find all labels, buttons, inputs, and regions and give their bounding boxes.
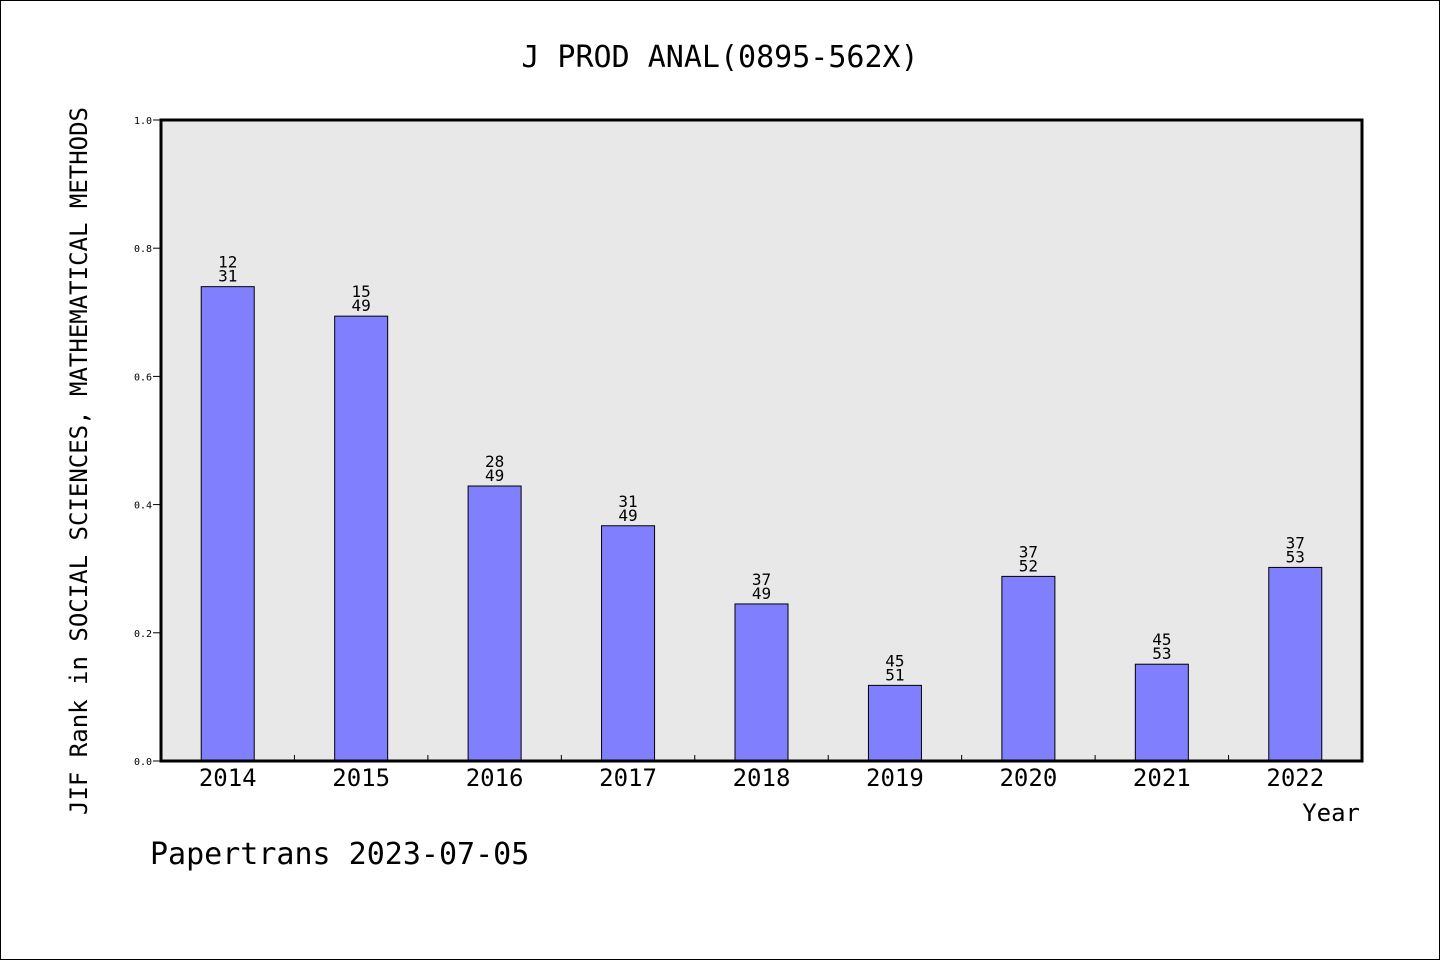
bar-label-rank: 37 (1019, 542, 1038, 561)
y-tick-label: 0.8 (134, 244, 152, 255)
bar-label-rank: 15 (352, 282, 371, 301)
bar-2015 (334, 315, 389, 762)
x-tick-label: 2018 (733, 764, 791, 792)
bar-label-rank: 37 (1286, 533, 1305, 552)
bar-2021 (1134, 663, 1189, 762)
x-tick-label: 2014 (199, 764, 257, 792)
bar-2014 (200, 286, 255, 762)
bar-2016 (467, 485, 522, 762)
bar-label-rank: 12 (218, 253, 237, 272)
x-axis-label: Year (1302, 799, 1360, 827)
x-axis: 2014 2015 2016 2017 2018 2019 2020 2021 2022 (199, 755, 1324, 792)
bar-2020 (1001, 575, 1056, 762)
plot-border (159, 118, 1364, 763)
bar-2018 (734, 603, 789, 762)
y-axis: 0.0 0.2 0.4 0.6 0.8 1.0 (134, 116, 161, 768)
bar-label-total: 52 (1019, 556, 1038, 575)
bar-label-total: 49 (618, 506, 637, 525)
x-tick-label: 2019 (866, 764, 924, 792)
y-axis-label: JIF Rank in SOCIAL SCIENCES, MATHEMATICA… (65, 107, 93, 815)
y-tick-label: 0.4 (134, 501, 152, 512)
x-tick-label: 2021 (1133, 764, 1191, 792)
bar-label-total: 49 (752, 584, 771, 603)
x-tick-label: 2020 (999, 764, 1057, 792)
bar-2022 (1268, 566, 1323, 762)
bar-label-rank: 28 (485, 452, 504, 471)
bar-label-total: 31 (218, 267, 237, 286)
footer-text: Papertrans 2023-07-05 (150, 837, 529, 872)
bar-label-total: 49 (352, 296, 371, 315)
chart-title: J PROD ANAL(0895-562X) (521, 40, 918, 75)
y-tick-label: 0.0 (134, 757, 152, 768)
bar-label-rank: 45 (885, 651, 904, 670)
x-tick-label: 2017 (599, 764, 657, 792)
y-tick-label: 0.2 (134, 629, 152, 640)
bar-2017 (601, 525, 656, 762)
bar-label-rank: 45 (1152, 630, 1171, 649)
bar-label-total: 53 (1152, 644, 1171, 663)
y-tick-label: 0.6 (134, 372, 152, 383)
bar-label-total: 53 (1286, 547, 1305, 566)
x-tick-label: 2022 (1266, 764, 1324, 792)
y-tick-label: 1.0 (134, 116, 152, 127)
bar-2019 (867, 684, 922, 762)
bar-label-total: 51 (885, 665, 904, 684)
bar-label-total: 49 (485, 466, 504, 485)
x-tick-label: 2015 (332, 764, 390, 792)
bar-label-rank: 37 (752, 570, 771, 589)
bar-label-rank: 31 (618, 492, 637, 511)
x-tick-label: 2016 (466, 764, 524, 792)
